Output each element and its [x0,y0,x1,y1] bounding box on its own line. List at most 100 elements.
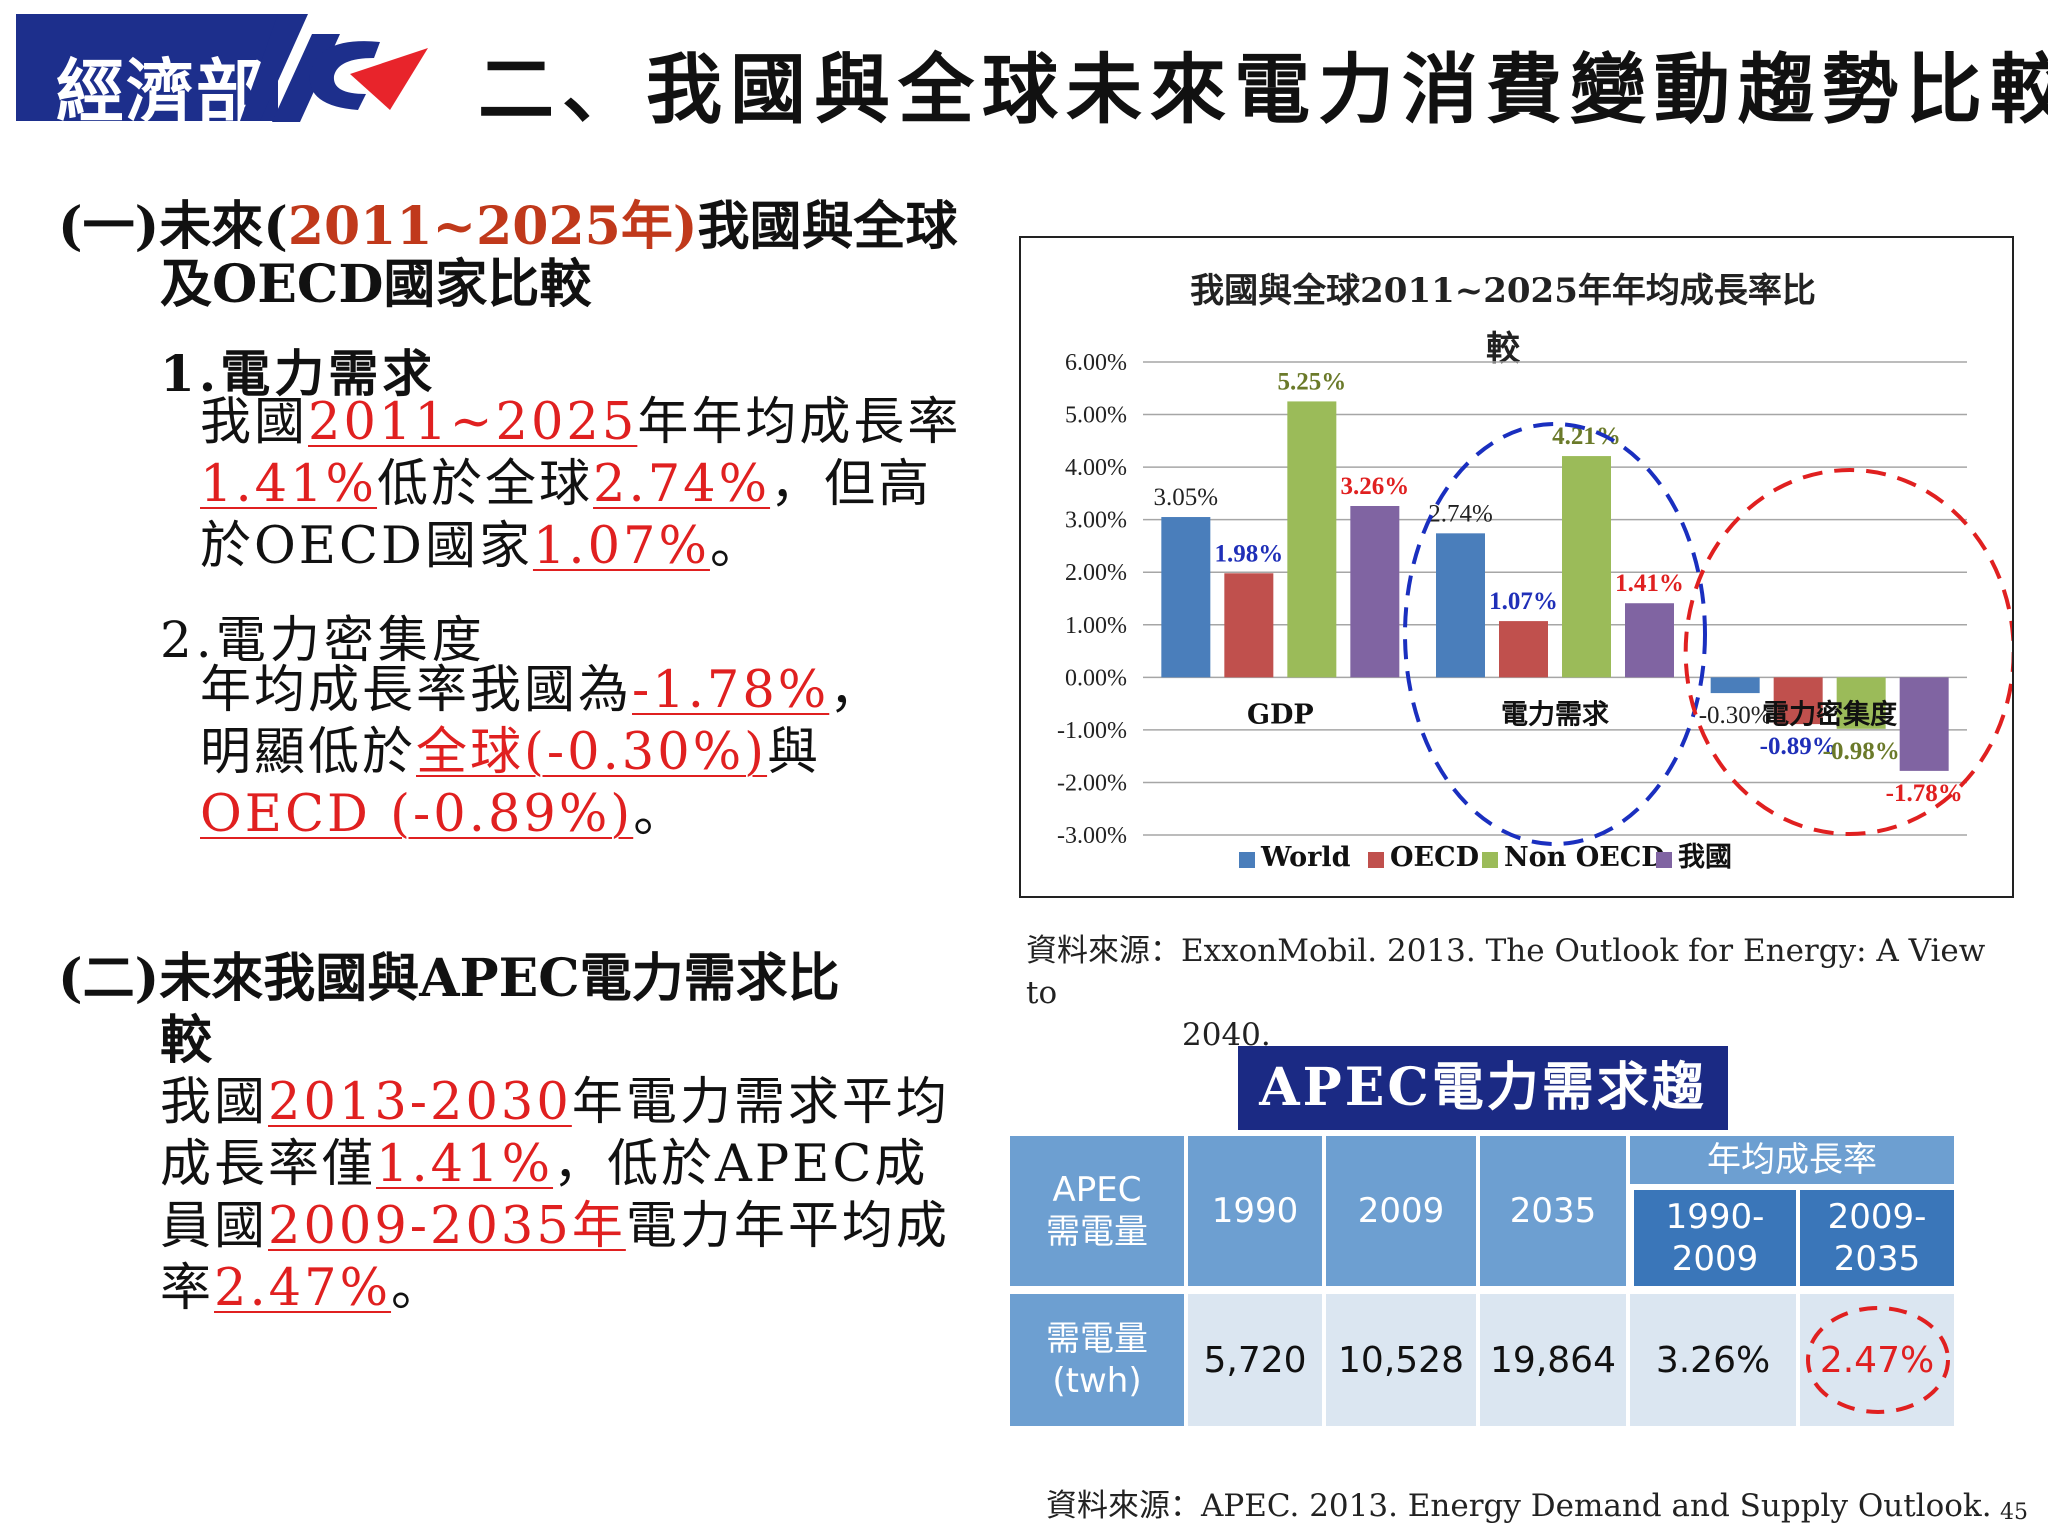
text: 率 [160,1259,215,1318]
item-1-title: 1.電力需求 [160,344,437,403]
data-label: 1.98% [1214,540,1283,567]
table-source: 資料來源：APEC. 2013. Energy Demand and Suppl… [1046,1488,1992,1524]
chart-title-line-1: 我國與全球2011~2025年年均成長率比 [1190,271,1816,311]
apec-period-1990-2009: 1990- 2009 [1634,1190,1796,1286]
apec-value-2035: 19,864 [1480,1294,1626,1426]
apec-growth-1990-2009: 3.26% [1630,1294,1796,1426]
legend-swatch [1368,852,1384,868]
item-1-line-3: 於OECD國家1.07%。 [200,516,764,578]
period-l2: 2035 [1833,1239,1921,1279]
item-1-line-1: 我國2011~2025年年均成長率 [200,392,961,454]
highlight-text: 1.41% [200,455,378,514]
legend-label: Non OECD [1504,842,1665,873]
apec-row-label-l1: 需電量 [1046,1319,1148,1359]
x-category-label: 電力需求 [1501,699,1609,730]
text: ，但高 [770,455,933,514]
apec-row-label: 需電量 (twh) [1010,1294,1184,1426]
text: ， [829,661,884,720]
item-1-line-2: 1.41%低於全球2.74%，但高 [200,454,932,516]
text: 。 [391,1259,446,1318]
legend-label: 我國 [1678,842,1732,873]
highlight-text: OECD (-0.89%) [200,785,634,844]
apec-header-label-l2: 需電量 [1046,1212,1148,1252]
bar-Non-OECD [1562,456,1611,678]
highlight-text: 2.74% [593,455,771,514]
y-tick-label: -3.00% [1057,823,1127,849]
period-l1: 1990- [1665,1197,1765,1237]
bar-World [1436,533,1485,678]
y-tick-label: 0.00% [1065,665,1127,691]
section-2-line-2: 成長率僅1.41%，低於APEC成 [160,1134,928,1196]
section-1-heading-post: 我國與全球 [697,196,958,257]
y-tick-label: -2.00% [1057,770,1127,796]
legend-label: World [1260,842,1351,873]
page-number: 45 [2000,1500,2028,1525]
text: 年均成長率我國為 [200,661,633,720]
item-2-line-1: 年均成長率我國為-1.78%， [200,660,883,722]
text: 我國 [160,1073,269,1132]
bar-Non-OECD [1836,677,1886,729]
bar-我國 [1899,677,1949,771]
bar-我國 [1625,603,1674,678]
x-category-label: 電力密集度 [1762,698,1897,730]
highlight-text: 2.47% [214,1259,392,1318]
y-tick-label: 2.00% [1065,560,1127,586]
bar-World [1161,517,1211,678]
text: 成長率僅 [160,1135,377,1194]
data-label: -0.98% [1823,738,1900,765]
data-label: -0.89% [1760,733,1837,760]
y-tick-label: 3.00% [1065,508,1127,534]
section-1-heading: (一)未來(2011~2025年)我國與全球 [58,196,957,258]
section-1-heading-line2: 及OECD國家比較 [160,254,592,315]
data-label: -1.78% [1886,780,1963,807]
highlight-text: 2013-2030 [268,1073,572,1132]
apec-period-2009-2035: 2009- 2035 [1800,1190,1954,1286]
apec-growth-2009-2035: 2.47% [1800,1294,1954,1426]
apec-year-1990: 1990 [1188,1136,1322,1286]
section-2-line-1: 我國2013-2030年電力需求平均 [160,1072,950,1134]
chart-title-line-2: 較 [1486,329,1521,369]
item-2-line-2: 明顯低於全球(-0.30%)與 [200,722,821,784]
y-tick-label: 4.00% [1065,455,1127,481]
apec-header-label: APEC 需電量 [1010,1136,1184,1286]
legend-swatch [1656,852,1672,868]
section-2-heading: (二)未來我國與APEC電力需求比 [58,948,840,1009]
chart-source: 資料來源：ExxonMobil. 2013. The Outlook for E… [1026,930,2006,1056]
highlight-text: 全球(-0.30%) [416,723,768,782]
bar-我國 [1350,506,1400,678]
text: 年年均成長率 [637,393,962,452]
ministry-logo-box: 經濟部 [16,14,278,132]
text: 年電力需求平均 [571,1073,950,1132]
text: 我國 [200,393,309,452]
apec-year-2035: 2035 [1480,1136,1626,1286]
text: 低於全球 [377,455,594,514]
y-tick-label: 5.00% [1065,403,1127,429]
apec-growth-header: 年均成長率 [1630,1136,1954,1184]
slide-title: 二、我國與全球未來電力消費變動趨勢比較 [478,45,2048,134]
text: ，低於APEC成 [553,1135,929,1194]
apec-year-2009: 2009 [1326,1136,1476,1286]
section-2-heading-line2: 較 [160,1010,213,1071]
ministry-logo-icon [240,14,428,122]
apec-row-label-l2: (twh) [1052,1361,1142,1401]
ministry-logo-text: 經濟部 [56,53,267,132]
text: 明顯低於 [200,723,417,782]
growth-rate-chart: 我國與全球2011~2025年年均成長率比較 6.00% 5.00% 4.00% 3.0… [1019,236,2014,898]
legend-label: OECD [1390,842,1479,873]
highlight-circle-電力密集度 [1683,468,2012,836]
apec-value-2009: 10,528 [1326,1294,1476,1426]
y-tick-label: -1.00% [1057,718,1127,744]
highlight-text: 2009-2035年 [268,1197,626,1256]
bar-OECD [1224,573,1274,678]
section-2-line-3: 員國2009-2035年電力年平均成 [160,1196,950,1258]
text: 。 [709,517,764,576]
chart-source-line-1: 資料來源：ExxonMobil. 2013. The Outlook for E… [1026,933,1986,1011]
period-l2: 2009 [1671,1239,1759,1279]
text: 與 [767,723,822,782]
text: 電力年平均成 [625,1197,950,1256]
highlight-text: 1.07% [532,517,710,576]
text: 於OECD國家 [200,517,533,576]
bar-World [1710,677,1760,694]
data-label: 3.26% [1340,473,1409,500]
